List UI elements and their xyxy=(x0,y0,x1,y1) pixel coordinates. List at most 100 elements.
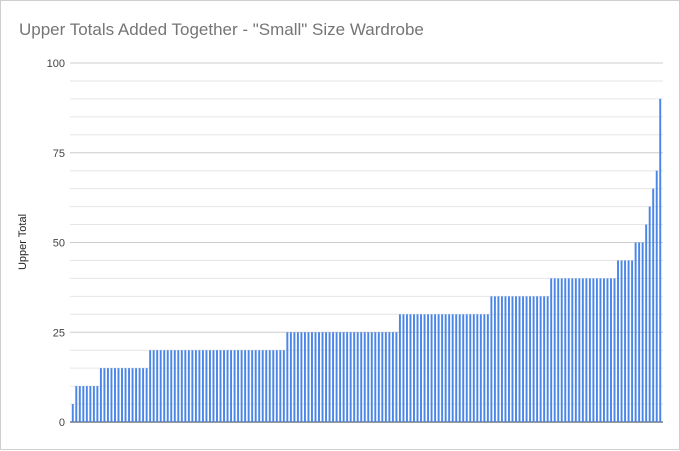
bar xyxy=(571,278,574,422)
bar xyxy=(427,314,430,422)
bar xyxy=(483,314,486,422)
bar xyxy=(444,314,447,422)
bar xyxy=(543,296,546,422)
bar xyxy=(465,314,468,422)
bar xyxy=(472,314,475,422)
bar xyxy=(497,296,500,422)
bar xyxy=(296,332,299,422)
bar xyxy=(564,278,567,422)
bar xyxy=(536,296,539,422)
bar xyxy=(405,314,408,422)
bar xyxy=(416,314,419,422)
y-tick-label: 75 xyxy=(53,148,65,160)
bar xyxy=(121,368,123,422)
bar xyxy=(430,314,433,422)
bar xyxy=(300,332,303,422)
bar xyxy=(230,350,233,422)
bar xyxy=(268,350,271,422)
bar xyxy=(518,296,521,422)
bar xyxy=(620,260,623,422)
bar xyxy=(613,278,616,422)
bar xyxy=(360,332,363,422)
bar xyxy=(388,332,391,422)
bar xyxy=(458,314,461,422)
bar xyxy=(307,332,310,422)
bar xyxy=(75,386,78,422)
bar xyxy=(293,332,296,422)
bar xyxy=(131,368,134,422)
bar xyxy=(469,314,472,422)
bar xyxy=(233,350,236,422)
y-tick-label: 100 xyxy=(47,58,65,70)
bar xyxy=(627,260,630,422)
bar xyxy=(145,368,148,422)
bar xyxy=(258,350,261,422)
bar xyxy=(223,350,225,422)
bar xyxy=(420,314,422,422)
bar xyxy=(522,296,525,422)
bar xyxy=(409,314,412,422)
bar xyxy=(353,332,356,422)
bar xyxy=(455,314,458,422)
bar xyxy=(370,332,373,422)
bar xyxy=(128,368,131,422)
bar xyxy=(592,278,595,422)
bar xyxy=(599,278,602,422)
bar xyxy=(180,350,183,422)
bar xyxy=(346,332,349,422)
bar xyxy=(585,278,588,422)
bar xyxy=(659,98,662,423)
bar xyxy=(374,332,377,422)
bar xyxy=(328,332,331,422)
bar xyxy=(194,350,197,422)
bar xyxy=(377,332,380,422)
bar xyxy=(303,332,306,422)
bar xyxy=(479,314,482,422)
bar xyxy=(395,332,398,422)
bar xyxy=(187,350,190,422)
bar xyxy=(198,350,201,422)
bar xyxy=(588,278,591,422)
chart-title: Upper Totals Added Together - "Small" Si… xyxy=(19,20,424,39)
bar xyxy=(648,206,651,422)
bar xyxy=(508,296,510,422)
bar xyxy=(311,332,313,422)
bar xyxy=(138,368,141,422)
bar xyxy=(645,224,648,422)
bar xyxy=(546,296,549,422)
bar xyxy=(114,368,116,422)
bar xyxy=(96,386,99,422)
bar xyxy=(476,314,479,422)
bar xyxy=(550,278,553,422)
bar xyxy=(339,332,342,422)
bar xyxy=(191,350,194,422)
bar xyxy=(106,368,109,422)
bar xyxy=(82,386,85,422)
bar xyxy=(434,314,437,422)
bar xyxy=(363,332,366,422)
bar xyxy=(631,260,634,422)
bar xyxy=(173,350,176,422)
bar xyxy=(279,350,282,422)
bar xyxy=(462,314,465,422)
bar xyxy=(532,296,535,422)
bar xyxy=(567,278,570,422)
bar xyxy=(244,350,247,422)
bar xyxy=(525,296,528,422)
bar xyxy=(437,314,440,422)
bar xyxy=(342,332,345,422)
bar xyxy=(557,278,560,422)
bar xyxy=(149,350,152,422)
bar xyxy=(216,350,218,422)
bar xyxy=(251,350,254,422)
bar xyxy=(265,350,268,422)
bar xyxy=(124,368,127,422)
bar xyxy=(624,260,627,422)
bar xyxy=(321,332,324,422)
bar xyxy=(391,332,394,422)
bar xyxy=(170,350,173,422)
bar xyxy=(641,242,644,422)
bar xyxy=(99,368,102,422)
bar xyxy=(219,350,222,422)
